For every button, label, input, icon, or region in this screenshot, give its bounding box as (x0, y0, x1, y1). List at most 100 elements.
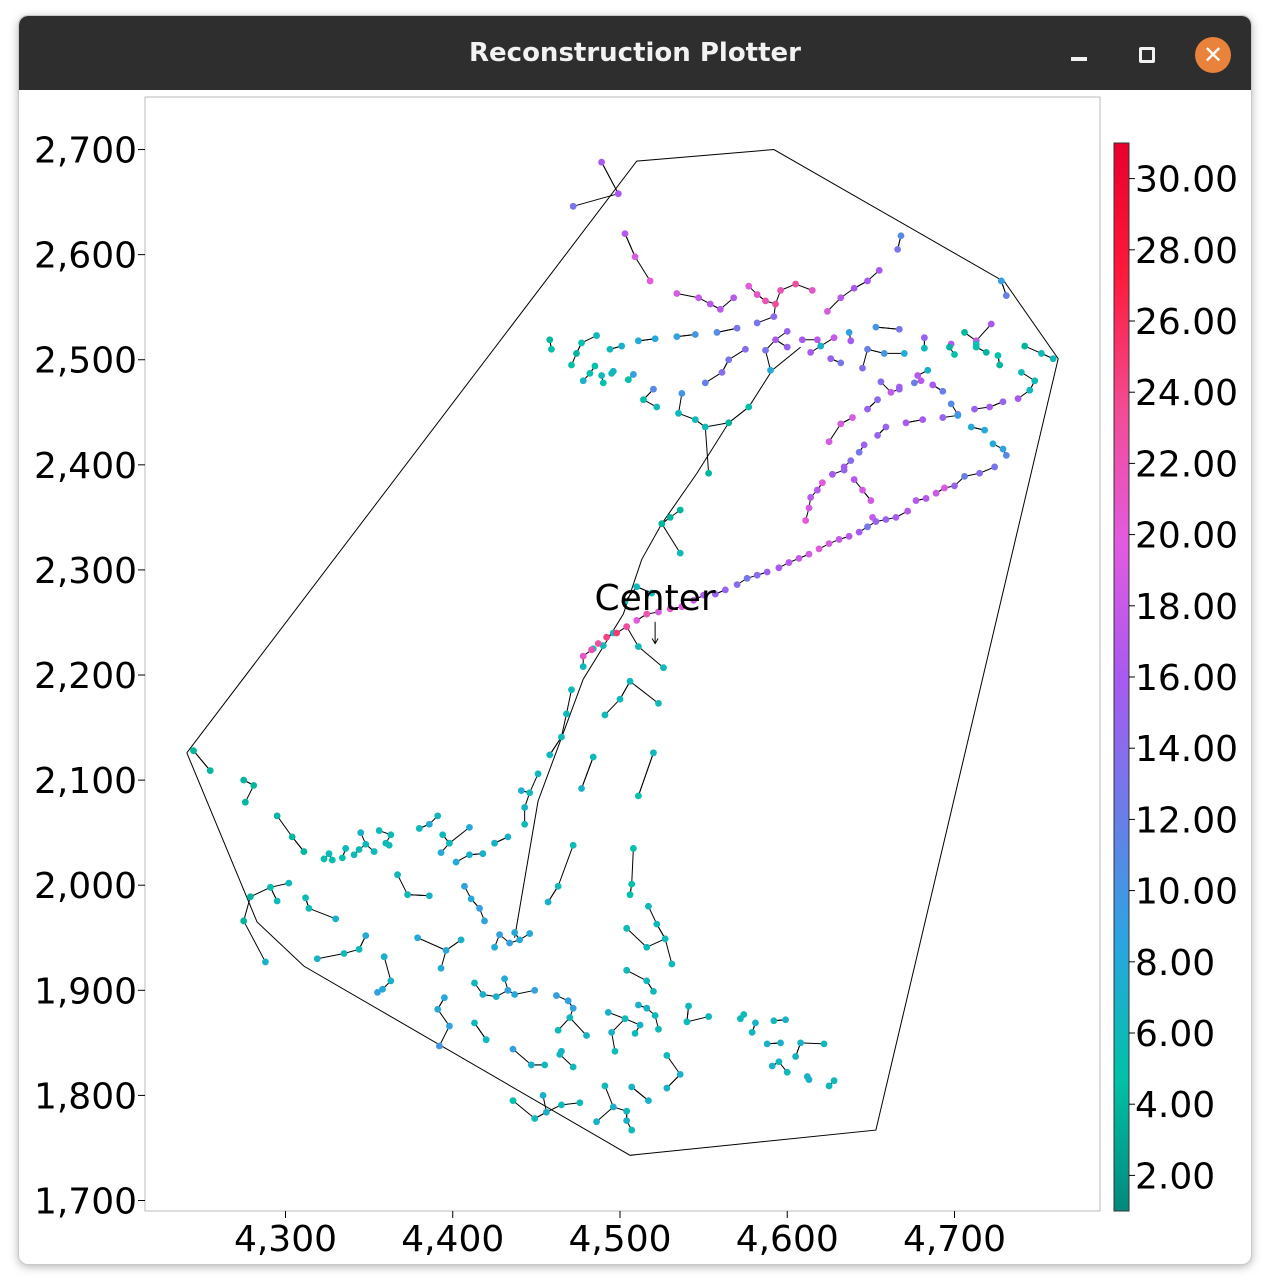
x-tick-label: 4,300 (234, 1219, 337, 1260)
data-point (342, 845, 350, 852)
data-point (527, 1061, 535, 1069)
data-point (825, 540, 833, 548)
data-point (849, 414, 856, 421)
data-point (951, 351, 958, 358)
data-point (864, 277, 871, 285)
data-point (932, 489, 940, 497)
data-point (762, 297, 769, 305)
branch-segment (193, 750, 211, 771)
data-point (655, 608, 662, 616)
data-point (716, 305, 724, 313)
branch-segment (449, 827, 470, 844)
close-button[interactable]: ✕ (1195, 37, 1231, 73)
data-point (1002, 451, 1010, 459)
data-point (606, 345, 614, 353)
data-point (611, 1047, 619, 1055)
data-point (733, 581, 741, 589)
data-point (631, 1029, 639, 1037)
data-point (534, 770, 542, 778)
data-point (250, 781, 258, 789)
data-point (753, 291, 761, 298)
data-point (855, 448, 863, 456)
data-point (598, 372, 605, 379)
data-point (772, 300, 779, 308)
data-point (823, 307, 831, 315)
data-point (262, 958, 269, 966)
branch-segment (975, 323, 992, 342)
data-point (837, 294, 845, 302)
data-point (797, 1039, 805, 1047)
plot-area (144, 96, 1101, 1212)
data-point (246, 893, 254, 901)
data-point (678, 389, 686, 397)
data-point (599, 379, 607, 387)
data-point (593, 332, 600, 339)
data-point (492, 993, 500, 1001)
data-point (568, 686, 575, 694)
maximize-button[interactable] (1128, 37, 1164, 73)
y-tick-label: 2,000 (34, 866, 137, 907)
data-point (579, 652, 587, 660)
data-point (929, 381, 937, 389)
data-point (623, 1117, 631, 1125)
data-point (700, 591, 708, 599)
data-point (792, 280, 800, 288)
branch-segment (317, 953, 345, 960)
data-point (874, 432, 881, 439)
y-tick-label: 2,700 (34, 131, 137, 172)
data-point (743, 574, 751, 582)
minimize-button[interactable] (1060, 37, 1096, 73)
data-point (504, 986, 512, 994)
x-tick-label: 4,400 (401, 1219, 504, 1260)
data-point (653, 920, 661, 928)
branch-segment (661, 523, 681, 554)
x-tick-label: 4,700 (903, 1219, 1006, 1260)
y-axis: 1,700 1,800 1,900 2,000 2,100 2,200 2,300 2,400… (34, 131, 145, 1222)
branch-segment (626, 626, 639, 647)
data-point (867, 497, 875, 504)
data-point (569, 1063, 577, 1071)
data-point (981, 426, 988, 434)
data-point (813, 336, 821, 344)
data-point (877, 378, 885, 386)
data-point (864, 405, 871, 413)
data-point (650, 987, 657, 995)
data-point (548, 345, 555, 353)
data-point (850, 284, 858, 292)
data-point (770, 313, 778, 321)
branch-segment (512, 1048, 532, 1066)
data-point (817, 342, 825, 350)
data-point (895, 385, 903, 393)
data-point (725, 419, 733, 427)
data-point (558, 1101, 565, 1109)
data-point (695, 294, 702, 302)
data-point (501, 975, 508, 983)
branch-segment (529, 773, 539, 793)
data-point (920, 344, 928, 352)
data-point (636, 1021, 644, 1029)
data-point (946, 343, 953, 351)
title-bar[interactable]: Reconstruction Plotter ✕ (19, 16, 1251, 90)
data-point (305, 904, 313, 912)
data-point (563, 710, 570, 718)
data-point (783, 343, 791, 351)
branch-segment (716, 327, 738, 333)
data-point (643, 943, 651, 951)
data-point (900, 350, 908, 357)
data-point (847, 337, 855, 345)
branch-segment (383, 956, 392, 981)
data-point (939, 387, 947, 395)
data-point (650, 749, 657, 757)
data-point (517, 787, 525, 795)
branch-segment (437, 1008, 450, 1027)
data-point (939, 414, 947, 421)
data-point (626, 677, 634, 685)
data-point (648, 589, 656, 597)
data-point (476, 904, 483, 912)
data-point (767, 366, 774, 374)
data-point (623, 966, 631, 974)
data-point (394, 871, 401, 879)
data-point (603, 633, 611, 641)
data-point (471, 1019, 478, 1027)
y-tick-label: 1,800 (34, 1076, 137, 1117)
